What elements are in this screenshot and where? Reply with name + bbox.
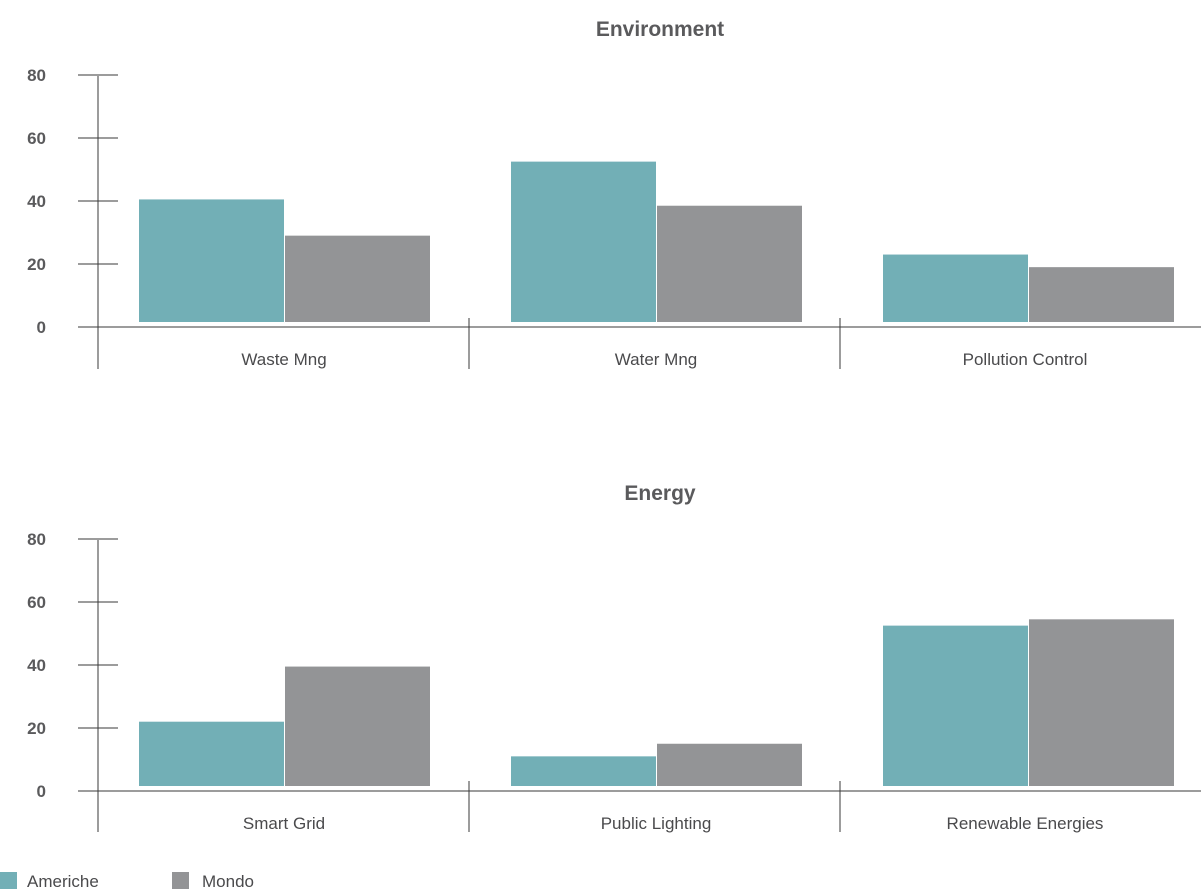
bar-americhe <box>883 625 1028 786</box>
category-label: Waste Mng <box>241 350 326 369</box>
bar-mondo <box>1029 267 1174 322</box>
legend-swatch-americhe <box>0 872 17 889</box>
bar-mondo <box>285 666 430 786</box>
legend-swatch-mondo <box>172 872 189 889</box>
category-label: Smart Grid <box>243 814 325 833</box>
bar-americhe <box>511 756 656 786</box>
legend-label-americhe: Americhe <box>27 872 99 890</box>
chart-title: Environment <box>596 18 724 41</box>
bar-americhe <box>883 254 1028 322</box>
environment-chart: Environment 0 20 40 60 80 Waste Mng Water Mng P… <box>27 18 1201 369</box>
y-tick-label: 60 <box>27 129 46 148</box>
y-tick-label: 0 <box>37 318 46 337</box>
legend-label-mondo: Mondo <box>202 872 254 890</box>
category-label: Renewable Energies <box>947 814 1104 833</box>
bar-mondo <box>657 743 802 786</box>
y-tick-label: 40 <box>27 656 46 675</box>
y-tick-label: 80 <box>27 66 46 85</box>
category-label: Water Mng <box>615 350 698 369</box>
y-tick-label: 20 <box>27 255 46 274</box>
y-tick-label: 20 <box>27 719 46 738</box>
legend: Americhe Mondo <box>0 872 254 890</box>
bar-mondo <box>657 205 802 322</box>
bar-americhe <box>139 199 284 322</box>
category-label: Pollution Control <box>963 350 1088 369</box>
bar-americhe <box>139 721 284 786</box>
bar-americhe <box>511 161 656 322</box>
chart-title: Energy <box>624 482 696 505</box>
bar-mondo <box>285 235 430 322</box>
category-label: Public Lighting <box>601 814 712 833</box>
energy-chart: Energy 0 20 40 60 80 Smart Grid Public Lightin… <box>27 482 1201 833</box>
y-tick-label: 40 <box>27 192 46 211</box>
y-tick-label: 60 <box>27 593 46 612</box>
bar-mondo <box>1029 619 1174 786</box>
y-tick-label: 80 <box>27 530 46 549</box>
y-tick-label: 0 <box>37 782 46 801</box>
